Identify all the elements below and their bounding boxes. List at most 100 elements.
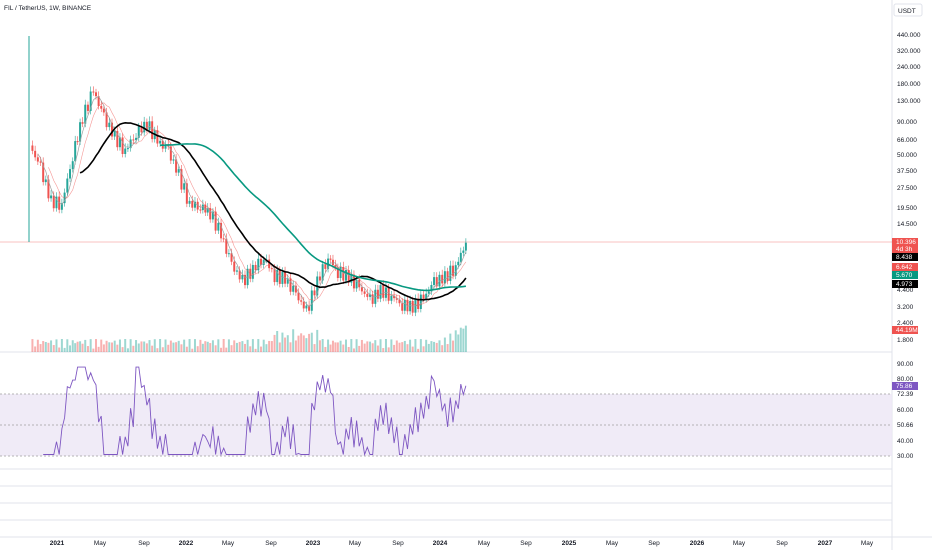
candle-body[interactable] bbox=[185, 183, 188, 204]
candle-body[interactable] bbox=[225, 238, 228, 254]
candle-body[interactable] bbox=[417, 298, 420, 309]
candle-body[interactable] bbox=[393, 295, 396, 299]
candle-body[interactable] bbox=[459, 252, 462, 262]
candle-body[interactable] bbox=[227, 253, 230, 255]
candle-body[interactable] bbox=[425, 293, 428, 300]
candle-body[interactable] bbox=[334, 265, 337, 268]
candle-body[interactable] bbox=[172, 159, 175, 161]
price-axis[interactable]: 440.000 320.000 240.000 180.000 130.000 90.00… bbox=[897, 32, 921, 344]
candle-body[interactable] bbox=[284, 272, 287, 284]
candle-body[interactable] bbox=[235, 270, 238, 272]
candle-body[interactable] bbox=[371, 294, 374, 304]
candle-body[interactable] bbox=[34, 150, 37, 158]
candle-body[interactable] bbox=[118, 137, 121, 148]
candle-body[interactable] bbox=[66, 178, 69, 193]
candle-body[interactable] bbox=[329, 258, 332, 260]
candle-body[interactable] bbox=[273, 268, 276, 283]
candle-body[interactable] bbox=[294, 285, 297, 293]
candle-body[interactable] bbox=[446, 271, 449, 282]
candle-body[interactable] bbox=[60, 203, 63, 210]
candle-body[interactable] bbox=[42, 162, 45, 183]
candle-body[interactable] bbox=[292, 285, 295, 292]
candle-body[interactable] bbox=[52, 195, 55, 209]
candle-body[interactable] bbox=[143, 121, 146, 133]
candle-body[interactable] bbox=[260, 258, 263, 265]
candle-body[interactable] bbox=[411, 300, 414, 313]
candle-body[interactable] bbox=[454, 265, 457, 276]
candle-body[interactable] bbox=[462, 250, 465, 253]
candle-body[interactable] bbox=[206, 208, 209, 213]
candle-body[interactable] bbox=[209, 208, 212, 220]
candle-body[interactable] bbox=[257, 258, 260, 271]
candle-body[interactable] bbox=[464, 242, 467, 251]
candle-body[interactable] bbox=[457, 261, 460, 266]
candle-body[interactable] bbox=[262, 259, 265, 265]
candle-body[interactable] bbox=[126, 148, 129, 150]
candle-body[interactable] bbox=[137, 126, 140, 138]
candle-body[interactable] bbox=[355, 279, 358, 289]
candle-body[interactable] bbox=[135, 137, 138, 141]
candle-body[interactable] bbox=[369, 294, 372, 297]
candle-body[interactable] bbox=[74, 141, 77, 162]
candle-body[interactable] bbox=[86, 104, 89, 111]
candle-body[interactable] bbox=[36, 157, 39, 162]
candle-body[interactable] bbox=[347, 270, 350, 283]
candle-body[interactable] bbox=[449, 265, 452, 282]
time-axis[interactable]: 2021 May Sep 2022 May Sep 2023 May Sep 2024 May Sep… bbox=[50, 540, 874, 547]
candle-body[interactable] bbox=[84, 104, 87, 124]
candle-body[interactable] bbox=[297, 292, 300, 301]
candle-body[interactable] bbox=[156, 130, 159, 144]
candle-body[interactable] bbox=[105, 112, 108, 128]
candle-body[interactable] bbox=[79, 122, 82, 142]
candle-body[interactable] bbox=[201, 204, 204, 211]
candle-body[interactable] bbox=[129, 139, 132, 149]
candle-body[interactable] bbox=[268, 259, 271, 269]
candle-body[interactable] bbox=[132, 139, 135, 141]
candle-body[interactable] bbox=[116, 130, 119, 148]
candle-body[interactable] bbox=[196, 201, 199, 210]
candle-body[interactable] bbox=[382, 285, 385, 298]
currency-button[interactable] bbox=[893, 3, 923, 17]
candle-body[interactable] bbox=[433, 277, 436, 285]
candle-body[interactable] bbox=[427, 291, 430, 294]
candle-body[interactable] bbox=[300, 300, 303, 302]
candle-body[interactable] bbox=[366, 293, 369, 297]
candle-body[interactable] bbox=[159, 140, 162, 144]
candle-body[interactable] bbox=[344, 270, 347, 281]
candle-body[interactable] bbox=[270, 268, 273, 270]
candle-body[interactable] bbox=[281, 272, 284, 284]
candle-body[interactable] bbox=[188, 200, 191, 204]
candle-body[interactable] bbox=[286, 278, 289, 284]
candle-body[interactable] bbox=[92, 91, 95, 93]
candle-body[interactable] bbox=[177, 169, 180, 173]
candle-body[interactable] bbox=[124, 148, 127, 154]
candle-body[interactable] bbox=[97, 96, 100, 106]
candle-body[interactable] bbox=[289, 278, 292, 292]
candle-body[interactable] bbox=[406, 299, 409, 312]
candle-body[interactable] bbox=[310, 290, 313, 311]
candle-body[interactable] bbox=[211, 211, 214, 220]
candle-body[interactable] bbox=[244, 274, 247, 286]
candle-body[interactable] bbox=[342, 266, 345, 281]
candle-body[interactable] bbox=[363, 291, 366, 294]
candle-body[interactable] bbox=[441, 274, 444, 284]
candle-body[interactable] bbox=[113, 130, 116, 137]
candle-body[interactable] bbox=[193, 201, 196, 208]
candle-body[interactable] bbox=[140, 126, 143, 133]
candle-body[interactable] bbox=[111, 122, 114, 137]
candle-body[interactable] bbox=[360, 287, 363, 292]
candle-body[interactable] bbox=[148, 121, 151, 130]
candle-body[interactable] bbox=[230, 253, 233, 262]
candle-body[interactable] bbox=[164, 144, 167, 149]
candle-body[interactable] bbox=[308, 305, 311, 311]
candle-body[interactable] bbox=[89, 91, 92, 111]
candle-body[interactable] bbox=[379, 285, 382, 299]
candle-body[interactable] bbox=[403, 299, 406, 311]
candle-body[interactable] bbox=[71, 161, 74, 170]
candle-body[interactable] bbox=[100, 105, 103, 109]
candle-body[interactable] bbox=[121, 137, 124, 154]
candle-body[interactable] bbox=[31, 145, 34, 151]
candle-body[interactable] bbox=[422, 294, 425, 300]
